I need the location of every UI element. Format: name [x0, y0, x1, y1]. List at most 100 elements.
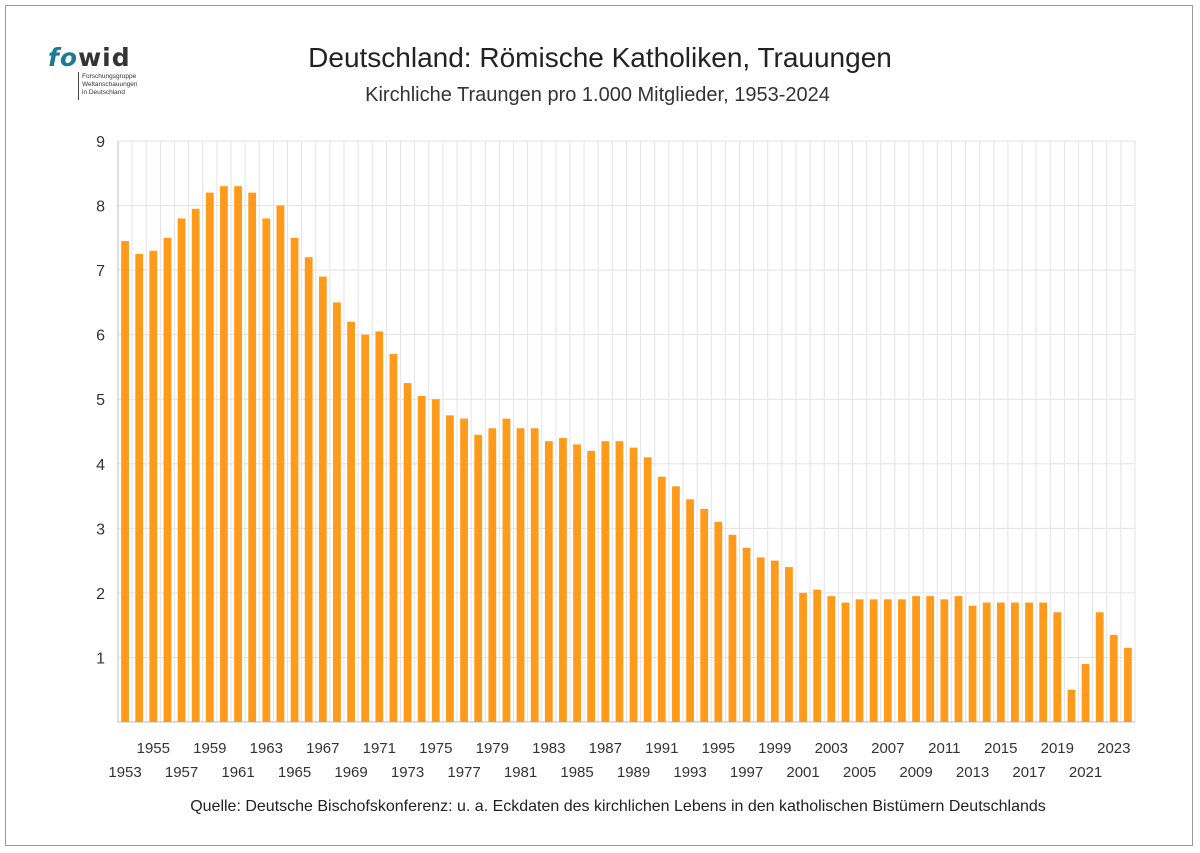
bar-1958	[191, 208, 200, 723]
chart-title: Deutschland: Römische Katholiken, Trauun…	[308, 42, 892, 73]
bar-1997	[742, 547, 751, 722]
bar-2011	[940, 599, 949, 722]
bar-2024	[1124, 647, 1132, 722]
bar-2019	[1053, 612, 1062, 722]
bar-1999	[770, 560, 779, 722]
x-tick-label: 2007	[871, 740, 904, 757]
x-tick-label: 1985	[560, 764, 593, 781]
x-tick-label: 1963	[250, 740, 283, 757]
x-tick-label: 2003	[815, 740, 848, 757]
x-tick-label: 1979	[476, 740, 509, 757]
bar-1985	[573, 444, 581, 722]
x-tick-label: 2001	[786, 764, 819, 781]
bar-2022	[1095, 612, 1104, 722]
logo-divider	[78, 72, 79, 100]
bar-1967	[318, 276, 327, 722]
x-tick-label: 1975	[419, 740, 452, 757]
x-tick-label: 1991	[645, 740, 678, 757]
x-tick-label: 1995	[702, 740, 735, 757]
bar-1969	[347, 321, 355, 722]
y-tick-label: 4	[96, 457, 105, 474]
bar-1965	[290, 237, 299, 723]
bar-2001	[799, 592, 807, 722]
bar-1954	[135, 253, 144, 722]
x-tick-label: 1983	[532, 740, 565, 757]
bar-2015	[996, 602, 1005, 722]
bar-1966	[304, 257, 313, 722]
bar-1995	[714, 521, 723, 722]
bar-1977	[460, 418, 468, 722]
x-tick-label: 1959	[193, 740, 226, 757]
x-tick-label: 1967	[306, 740, 339, 757]
bar-2012	[954, 596, 963, 722]
bar-1975	[431, 399, 440, 722]
bar-1961	[234, 186, 242, 722]
bar-2020	[1067, 689, 1076, 722]
x-tick-label: 2009	[899, 764, 932, 781]
y-tick-label: 6	[96, 328, 105, 345]
logo-wordmark: fowid	[48, 43, 131, 72]
x-tick-label: 2017	[1012, 764, 1045, 781]
x-tick-label: 2015	[984, 740, 1017, 757]
bar-1988	[615, 441, 624, 722]
bar-1981	[516, 428, 525, 722]
bar-2006	[869, 599, 878, 722]
bar-1972	[389, 354, 398, 722]
bar-1979	[488, 428, 497, 722]
bar-2010	[926, 596, 935, 722]
bar-2017	[1025, 602, 1033, 722]
bar-2021	[1081, 663, 1090, 722]
x-tick-label: 2021	[1069, 764, 1102, 781]
bar-1990	[643, 457, 652, 722]
x-tick-label: 1973	[391, 764, 424, 781]
bar-1956	[163, 237, 172, 723]
bar-1989	[629, 447, 638, 722]
x-tick-label: 1981	[504, 764, 537, 781]
bar-2013	[968, 605, 977, 722]
bar-1974	[417, 395, 426, 722]
bar-1991	[657, 476, 666, 722]
bar-1964	[276, 205, 285, 723]
bar-2009	[912, 596, 920, 722]
x-tick-label: 1969	[334, 764, 367, 781]
bar-1955	[149, 250, 158, 722]
bar-2014	[982, 602, 991, 722]
bar-1986	[587, 450, 596, 722]
bar-1998	[756, 557, 765, 722]
bar-1970	[361, 334, 370, 722]
bar-2016	[1011, 602, 1019, 722]
bar-1953	[121, 241, 129, 723]
bar-1983	[544, 441, 553, 722]
x-tick-label: 1961	[221, 764, 254, 781]
logo-subtitle: Forschungsgruppe Weltanschauungen in Deu…	[82, 73, 138, 96]
bar-1957	[177, 218, 186, 722]
bar-1963	[262, 218, 271, 722]
x-tick-label: 1965	[278, 764, 311, 781]
chart-subtitle: Kirchliche Traungen pro 1.000 Mitglieder…	[365, 84, 830, 106]
x-tick-label: 1953	[108, 764, 141, 781]
bar-2005	[855, 599, 864, 722]
bar-1996	[728, 534, 737, 722]
x-tick-label: 2019	[1041, 740, 1074, 757]
x-tick-label: 1977	[447, 764, 480, 781]
bar-2007	[883, 599, 892, 722]
bar-1971	[375, 331, 384, 722]
x-tick-label: 1957	[165, 764, 198, 781]
bar-1994	[700, 508, 709, 722]
fowid-logo: fowid Forschungsgruppe Weltanschauungen …	[48, 44, 148, 104]
bar-1987	[601, 441, 610, 722]
x-tick-label: 1997	[730, 764, 763, 781]
y-tick-label: 3	[96, 521, 105, 538]
bar-2023	[1109, 634, 1118, 722]
x-tick-label: 2023	[1097, 740, 1130, 757]
bar-1960	[220, 186, 228, 722]
bar-1982	[530, 428, 539, 722]
x-tick-label: 2011	[928, 740, 960, 757]
y-tick-label: 5	[96, 392, 105, 409]
bar-2004	[841, 602, 850, 722]
bar-1968	[333, 302, 341, 722]
y-tick-label: 9	[96, 134, 105, 151]
bar-1992	[672, 486, 680, 722]
y-tick-label: 1	[96, 650, 105, 667]
